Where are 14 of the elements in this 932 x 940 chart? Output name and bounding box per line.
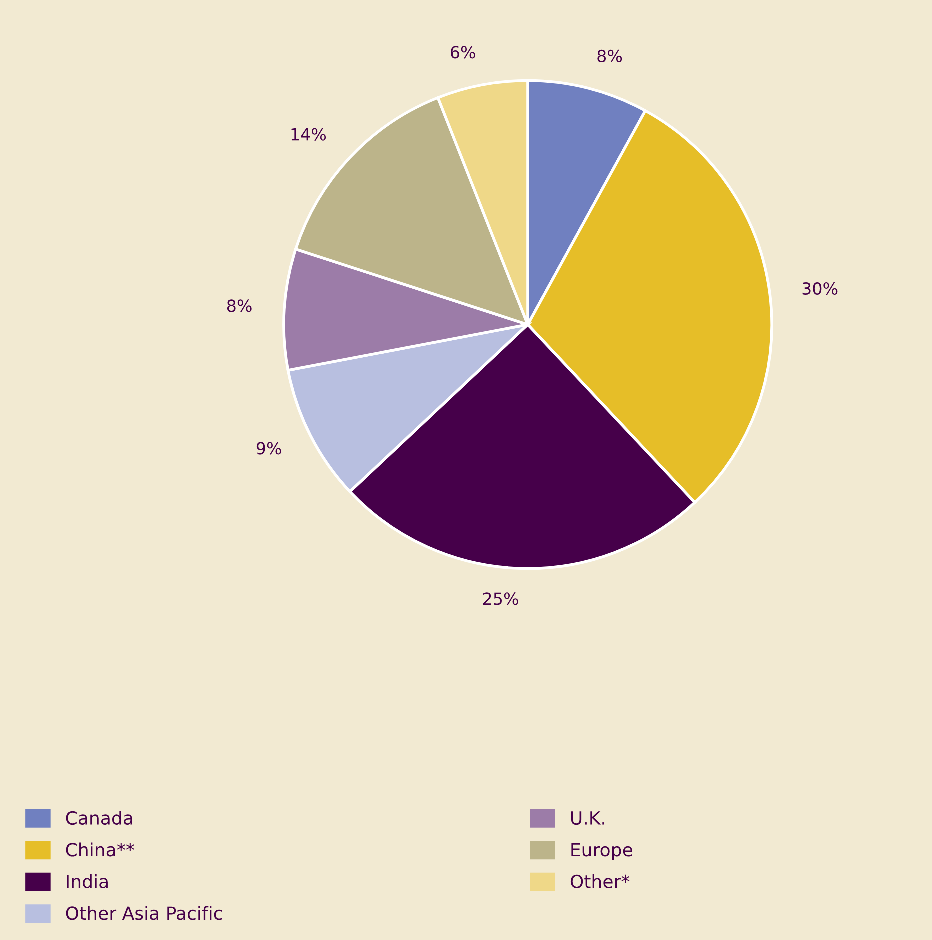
data-label: 6%	[451, 46, 476, 59]
legend-label: Other*	[570, 874, 630, 889]
legend-label: Europe	[572, 843, 632, 860]
legend-label: U.K.	[571, 812, 605, 826]
legend-label: China**	[66, 842, 134, 857]
data-label: 14%	[292, 128, 326, 141]
data-label: 25%	[483, 592, 518, 606]
data-label: 8%	[598, 50, 622, 63]
legend-label: Canada	[66, 811, 132, 826]
data-label: 9%	[256, 442, 282, 455]
data-label: 8%	[227, 300, 252, 312]
legend-label: Other Asia Pacific	[66, 906, 222, 920]
legend-label: India	[67, 874, 108, 889]
data-label: 30%	[802, 282, 838, 296]
